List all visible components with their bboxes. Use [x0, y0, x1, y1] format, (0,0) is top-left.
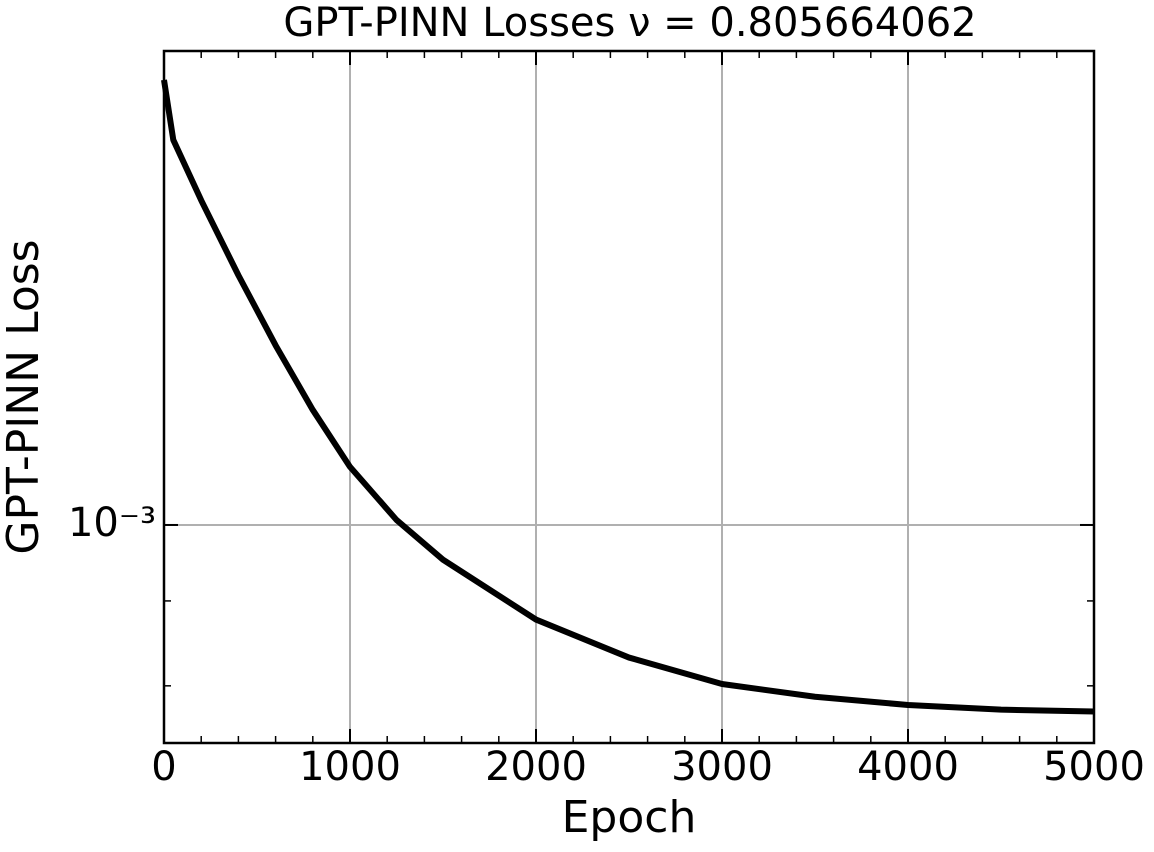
x-tick-label: 4000	[857, 744, 959, 790]
plot-frame	[162, 49, 1096, 745]
chart-title: GPT-PINN Losses ν = 0.805664062	[283, 0, 976, 46]
x-axis-label: Epoch	[562, 792, 697, 843]
x-tick-label: 0	[151, 744, 176, 790]
x-tick-label: 5000	[1043, 744, 1145, 790]
y-axis-label: GPT-PINN Loss	[0, 239, 49, 554]
x-tick-label: 1000	[299, 744, 401, 790]
x-tick-label: 3000	[671, 744, 773, 790]
y-tick-label: 10⁻³	[68, 500, 156, 546]
line	[161, 79, 1095, 715]
x-tick-label: 2000	[485, 744, 587, 790]
